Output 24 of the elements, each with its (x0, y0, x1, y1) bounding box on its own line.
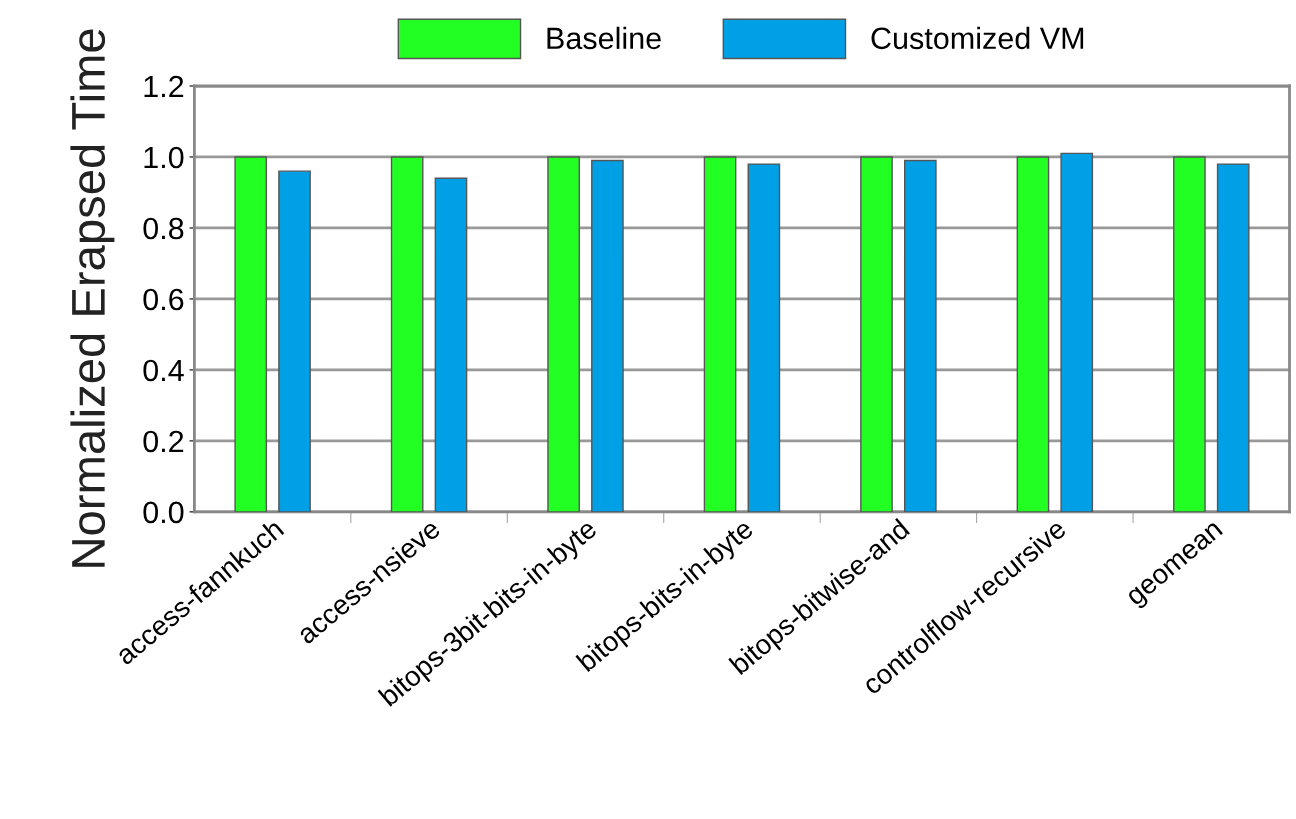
bar (1060, 152, 1094, 512)
y-axis-title: Normalized Erapsed Time (70, 29, 115, 567)
bar (747, 163, 781, 512)
y-tick-label: 0.4 (143, 359, 184, 382)
legend-label: Baseline (547, 26, 661, 50)
bar (434, 177, 468, 512)
bar (547, 156, 580, 512)
bar (1216, 163, 1250, 512)
bar (903, 159, 937, 512)
bar (1016, 156, 1050, 512)
bar (860, 156, 893, 512)
bar (1173, 156, 1206, 512)
y-tick-label: 1.2 (144, 75, 184, 98)
bar (234, 156, 268, 512)
bar (390, 156, 424, 512)
legend-label: Customized VM (871, 26, 1084, 50)
bar (703, 156, 737, 512)
y-tick-label: 1.0 (144, 146, 184, 169)
y-tick-label: 0.0 (143, 501, 184, 524)
y-tick-label: 0.2 (143, 430, 184, 453)
y-tick-label: 0.8 (143, 217, 184, 240)
bar (278, 170, 311, 512)
y-tick-label: 0.6 (143, 288, 184, 311)
bar (591, 159, 624, 512)
